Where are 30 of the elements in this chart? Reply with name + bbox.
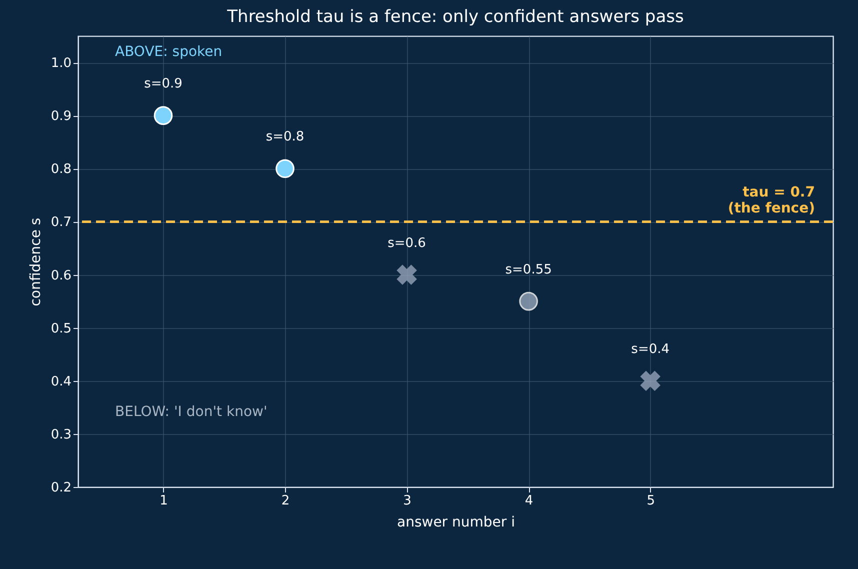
point xyxy=(519,292,538,311)
annotation: BELOW: 'I don't know' xyxy=(115,404,268,420)
point xyxy=(640,370,660,392)
point xyxy=(154,106,173,125)
data-label: s=0.6 xyxy=(388,236,426,251)
y-axis-title: confidence s xyxy=(28,218,44,306)
y-tick-label: 0.6 xyxy=(50,268,72,284)
y-tick-label: 1.0 xyxy=(50,56,72,72)
chart-title: Threshold tau is a fence: only confident answers pass xyxy=(226,7,684,27)
y-tick-label: 0.3 xyxy=(50,427,72,442)
x-tick-label: 2 xyxy=(281,494,290,508)
y-tick-label: 0.5 xyxy=(50,321,72,336)
y-tick-label: 0.2 xyxy=(50,480,72,496)
x-tick-label: 4 xyxy=(524,494,534,508)
x-tick-label: 1 xyxy=(160,494,168,508)
point xyxy=(396,264,417,285)
y-tick-label: 0.4 xyxy=(50,374,72,390)
data-label: s=0.4 xyxy=(631,342,670,357)
data-label: s=0.8 xyxy=(266,130,304,145)
x-tick-label: 5 xyxy=(646,494,655,508)
x-axis-title: answer number i xyxy=(397,514,515,530)
y-tick-label: 0.8 xyxy=(50,162,72,178)
ref-line-label: tau = 0.7 (the fence) xyxy=(728,184,815,217)
point xyxy=(276,159,294,178)
data-label: s=0.9 xyxy=(144,76,182,92)
y-tick-label: 0.9 xyxy=(50,109,72,124)
annotation: ABOVE: spoken xyxy=(115,44,222,60)
y-tick-label: 0.7 xyxy=(50,215,72,230)
x-tick-label: 3 xyxy=(403,494,412,508)
data-label: s=0.55 xyxy=(505,262,552,278)
